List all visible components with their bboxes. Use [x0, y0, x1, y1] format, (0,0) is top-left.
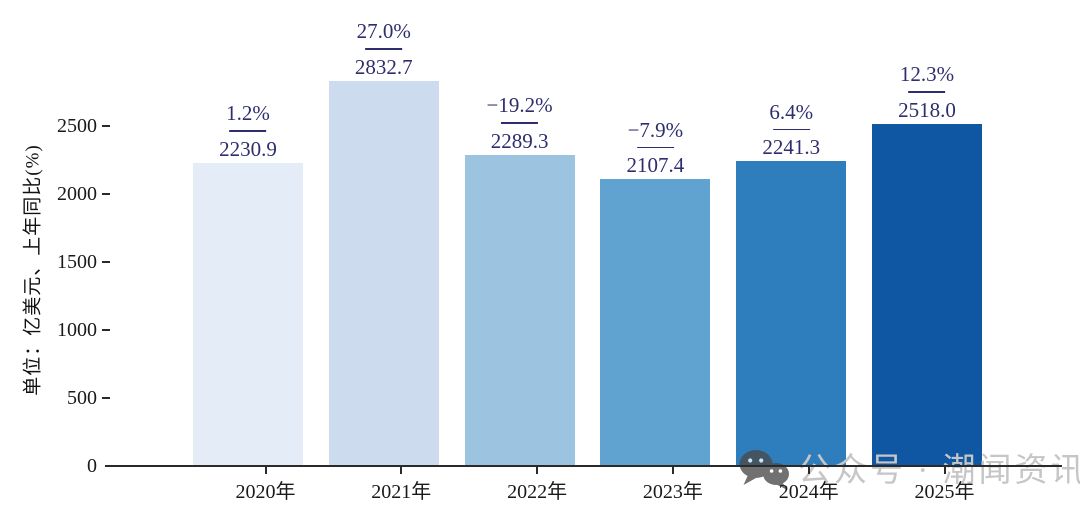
x-tick-label: 2022年 — [507, 481, 568, 503]
growth-rate-label: −19.2% — [486, 93, 553, 118]
y-tick-mark — [102, 261, 110, 263]
annotation-divider-line — [229, 130, 267, 132]
bar-value-label: 2230.9 — [219, 136, 277, 161]
bar-2022 — [464, 154, 575, 466]
x-tick-mark — [671, 467, 674, 474]
x-axis-line — [105, 464, 1062, 467]
bar-annotation-2020: 1.2% 2230.9 — [219, 102, 277, 160]
growth-rate-label: −7.9% — [627, 117, 684, 142]
y-tick-mark — [102, 125, 110, 127]
y-tick-label: 0 — [87, 455, 97, 477]
x-tick-label: 2024年 — [778, 481, 839, 503]
x-tick-label: 2021年 — [371, 481, 432, 503]
x-tick-mark — [807, 467, 810, 474]
bar-value-label: 2832.7 — [354, 54, 413, 79]
x-tick-label: 2023年 — [642, 481, 703, 503]
bar-2024 — [736, 161, 847, 466]
annotation-divider-line — [636, 146, 674, 149]
x-tick-mark — [536, 467, 539, 474]
y-tick-label: 1000 — [57, 319, 97, 341]
growth-rate-label: 12.3% — [899, 61, 955, 86]
bar-2023 — [600, 179, 711, 466]
annotation-divider-line — [772, 128, 810, 131]
growth-rate-label: 1.2% — [226, 101, 270, 126]
y-tick-mark — [102, 329, 110, 331]
bar-annotation-2022: −19.2% 2289.3 — [487, 94, 553, 152]
x-tick-mark — [943, 467, 946, 474]
y-tick-label: 2500 — [57, 115, 97, 137]
bar-value-label: 2289.3 — [490, 128, 549, 153]
growth-rate-label: 6.4% — [769, 99, 814, 124]
x-tick-mark — [400, 467, 403, 474]
watermark: 公众号 · 潮闻资讯 — [738, 445, 1080, 497]
bar-annotation-2021: 27.0% 2832.7 — [355, 20, 413, 78]
y-tick-label: 1500 — [57, 251, 97, 273]
y-tick-mark — [102, 397, 110, 399]
bar-2025 — [872, 123, 982, 466]
annotation-divider-line — [908, 90, 946, 93]
growth-rate-label: 27.0% — [356, 19, 411, 44]
bar-annotation-2023: −7.9% 2107.4 — [627, 119, 685, 177]
bar-annotation-2024: 6.4% 2241.3 — [762, 101, 820, 159]
annotation-divider-line — [365, 48, 403, 50]
x-tick-label: 2025年 — [914, 481, 975, 503]
x-tick-mark — [264, 467, 267, 474]
bar-2020 — [193, 162, 303, 466]
bar-value-label: 2241.3 — [762, 135, 821, 160]
wechat-icon — [739, 450, 789, 490]
bar-annotation-2025: 12.3% 2518.0 — [898, 63, 956, 121]
y-tick-mark — [102, 193, 110, 195]
bar-2021 — [328, 80, 439, 466]
bar-value-label: 2518.0 — [898, 97, 956, 122]
annotation-divider-line — [501, 122, 539, 124]
x-tick-label: 2020年 — [235, 481, 296, 503]
y-tick-label: 500 — [67, 387, 97, 409]
watermark-text: 公众号 · 潮闻资讯 — [798, 452, 1080, 489]
y-tick-label: 2000 — [57, 183, 97, 205]
bar-value-label: 2107.4 — [626, 153, 685, 178]
